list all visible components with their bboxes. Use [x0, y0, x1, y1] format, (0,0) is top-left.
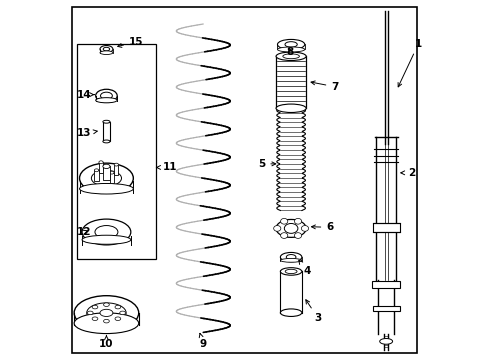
Text: 5: 5 — [258, 159, 275, 169]
Ellipse shape — [92, 305, 98, 309]
Text: 10: 10 — [99, 336, 113, 348]
Ellipse shape — [115, 305, 121, 309]
Text: 12: 12 — [77, 227, 91, 237]
Text: 8: 8 — [286, 46, 293, 57]
Bar — [372, 223, 399, 232]
Bar — [99, 162, 103, 173]
Ellipse shape — [103, 319, 109, 323]
Ellipse shape — [80, 184, 133, 194]
Ellipse shape — [96, 98, 117, 103]
Ellipse shape — [294, 233, 301, 238]
Ellipse shape — [99, 161, 103, 164]
Ellipse shape — [102, 120, 110, 123]
Ellipse shape — [285, 269, 296, 274]
Ellipse shape — [280, 252, 301, 262]
Text: 14: 14 — [77, 90, 94, 100]
Bar — [102, 122, 110, 141]
Text: 6: 6 — [311, 222, 333, 232]
Ellipse shape — [102, 140, 110, 143]
Ellipse shape — [100, 51, 113, 54]
Ellipse shape — [100, 45, 113, 53]
Ellipse shape — [74, 296, 139, 330]
Ellipse shape — [114, 163, 118, 166]
Ellipse shape — [86, 303, 126, 323]
Bar — [371, 281, 400, 288]
Ellipse shape — [277, 40, 304, 49]
Ellipse shape — [109, 171, 114, 174]
Ellipse shape — [74, 313, 139, 334]
Ellipse shape — [277, 47, 304, 52]
Ellipse shape — [103, 303, 109, 306]
Bar — [114, 165, 118, 175]
Ellipse shape — [102, 164, 110, 168]
Ellipse shape — [91, 170, 121, 186]
Ellipse shape — [285, 255, 295, 260]
Ellipse shape — [276, 220, 305, 237]
Ellipse shape — [280, 258, 301, 262]
Ellipse shape — [115, 317, 121, 320]
Text: 4: 4 — [298, 260, 310, 276]
Ellipse shape — [82, 219, 131, 245]
Text: 15: 15 — [118, 37, 143, 48]
Bar — [94, 170, 99, 181]
Bar — [77, 44, 155, 259]
Ellipse shape — [280, 309, 301, 316]
Ellipse shape — [280, 268, 301, 275]
Ellipse shape — [301, 226, 308, 231]
Ellipse shape — [101, 92, 112, 99]
Bar — [372, 306, 399, 311]
Ellipse shape — [276, 104, 305, 112]
Ellipse shape — [92, 317, 98, 320]
Ellipse shape — [100, 309, 113, 316]
Text: 2: 2 — [400, 168, 414, 178]
Ellipse shape — [103, 47, 109, 51]
Bar — [109, 173, 114, 183]
Ellipse shape — [280, 219, 287, 224]
Ellipse shape — [120, 311, 125, 315]
Ellipse shape — [282, 54, 299, 59]
Ellipse shape — [294, 219, 301, 224]
Ellipse shape — [87, 311, 93, 315]
Text: 9: 9 — [199, 333, 206, 349]
Ellipse shape — [379, 338, 392, 344]
Ellipse shape — [273, 226, 280, 231]
Ellipse shape — [285, 42, 297, 47]
Text: 3: 3 — [305, 300, 321, 323]
Ellipse shape — [276, 52, 305, 60]
Text: 1: 1 — [397, 39, 421, 87]
Ellipse shape — [82, 235, 131, 244]
Bar — [102, 166, 110, 180]
Ellipse shape — [284, 224, 297, 233]
Text: 13: 13 — [77, 129, 97, 138]
Text: 7: 7 — [310, 81, 338, 92]
Text: 11: 11 — [156, 162, 177, 172]
Ellipse shape — [80, 163, 133, 193]
Ellipse shape — [95, 226, 118, 238]
Ellipse shape — [96, 89, 117, 102]
Ellipse shape — [280, 233, 287, 238]
Ellipse shape — [94, 169, 99, 172]
